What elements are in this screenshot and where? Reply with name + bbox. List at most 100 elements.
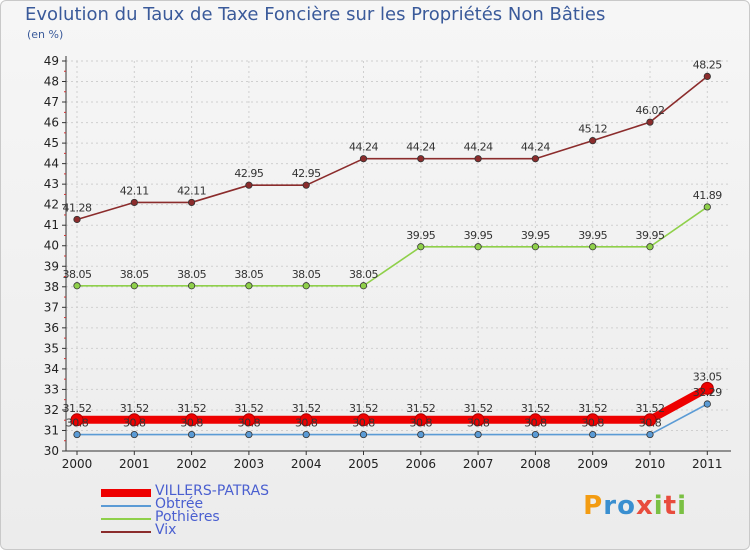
y-tick-label: 40 <box>44 239 59 253</box>
data-label: 48.25 <box>693 58 722 71</box>
data-label: 30.8 <box>295 417 318 430</box>
data-label: 38.05 <box>234 268 263 281</box>
x-tick-label: 2009 <box>577 457 608 471</box>
data-point <box>245 181 253 189</box>
data-point <box>474 430 482 439</box>
data-point <box>299 413 313 427</box>
data-point <box>643 413 657 427</box>
data-point <box>130 198 138 207</box>
data-label: 39.95 <box>406 229 435 242</box>
data-label: 30.8 <box>238 417 261 430</box>
legend-label: Vix <box>155 522 177 538</box>
data-point <box>700 381 714 395</box>
data-point <box>188 430 196 439</box>
data-label: 39.95 <box>521 229 550 242</box>
data-label: 31.52 <box>464 402 493 415</box>
legend-swatch <box>101 489 151 497</box>
y-tick-label: 44 <box>44 157 59 171</box>
data-label: 30.8 <box>410 417 433 430</box>
data-point <box>130 430 138 439</box>
data-label: 42.95 <box>292 167 321 180</box>
data-point <box>359 430 368 439</box>
x-tick-label: 2010 <box>635 457 666 471</box>
data-label: 31.52 <box>234 402 263 415</box>
data-label: 38.05 <box>349 268 378 281</box>
data-point <box>185 413 199 427</box>
data-point <box>70 413 84 427</box>
data-label: 38.05 <box>120 268 149 281</box>
y-tick-label: 30 <box>44 444 59 458</box>
y-tick-label: 37 <box>44 300 59 314</box>
data-label: 44.24 <box>521 141 550 154</box>
data-point <box>414 413 428 427</box>
data-label: 39.95 <box>578 229 607 242</box>
data-label: 38.05 <box>63 268 92 281</box>
y-tick-label: 31 <box>44 423 59 437</box>
logo-letter: x <box>635 491 654 521</box>
data-point <box>646 430 654 439</box>
data-point <box>703 72 711 80</box>
x-tick-label: 2002 <box>176 457 207 471</box>
data-label: 38.05 <box>292 268 321 281</box>
y-tick-label: 34 <box>44 362 59 376</box>
data-label: 45.12 <box>578 123 607 136</box>
data-point <box>646 243 654 251</box>
chart-subtitle: (en %) <box>27 28 64 41</box>
y-tick-label: 38 <box>44 280 59 294</box>
data-label: 31.52 <box>120 402 149 415</box>
data-point <box>359 155 368 163</box>
data-label: 41.28 <box>63 201 92 214</box>
data-label: 31.52 <box>349 402 378 415</box>
data-label: 31.52 <box>406 402 435 415</box>
x-tick-label: 2006 <box>406 457 437 471</box>
data-label: 30.8 <box>180 417 203 430</box>
y-tick-label: 47 <box>44 95 59 109</box>
data-point <box>357 413 370 427</box>
data-label: 30.8 <box>639 417 662 430</box>
y-tick-label: 33 <box>44 382 59 396</box>
series-line <box>77 384 710 424</box>
logo-letter: P <box>583 491 604 521</box>
data-label: 30.8 <box>581 417 604 430</box>
x-tick-label: 2011 <box>692 457 723 471</box>
data-point <box>73 282 81 290</box>
data-point <box>73 430 81 439</box>
data-point <box>531 430 540 439</box>
data-point <box>417 243 425 251</box>
data-point <box>130 282 138 290</box>
logo-letter: o <box>617 491 636 521</box>
chart-title: Evolution du Taux de Taxe Foncière sur l… <box>25 4 606 25</box>
proxiti-logo: Proxiti <box>583 491 687 521</box>
data-label: 44.24 <box>349 141 378 154</box>
x-tick-label: 2001 <box>119 457 150 471</box>
data-point <box>528 413 542 427</box>
data-point <box>586 413 600 427</box>
x-tick-label: 2003 <box>234 457 265 471</box>
x-tick-label: 2005 <box>348 457 379 471</box>
data-label: 30.8 <box>524 417 547 430</box>
y-tick-label: 42 <box>44 198 59 212</box>
logo-letter: i <box>653 491 664 521</box>
data-label: 39.95 <box>464 229 493 242</box>
data-label: 30.8 <box>352 417 375 430</box>
y-tick-label: 45 <box>44 136 59 150</box>
legend-swatch <box>101 531 151 533</box>
y-tick-label: 39 <box>44 259 59 273</box>
data-point <box>703 203 711 211</box>
legend-swatch <box>101 505 151 507</box>
data-point <box>589 430 597 439</box>
data-point <box>589 137 597 145</box>
data-point <box>359 282 368 290</box>
data-point <box>188 282 196 290</box>
data-point <box>73 215 81 224</box>
data-label: 44.24 <box>464 141 493 154</box>
data-point <box>302 181 310 189</box>
legend-label: Obtrée <box>155 496 204 512</box>
data-point <box>646 118 654 126</box>
data-point <box>245 430 253 439</box>
data-point <box>417 430 425 439</box>
data-point <box>474 155 482 163</box>
y-tick-label: 48 <box>44 75 59 89</box>
